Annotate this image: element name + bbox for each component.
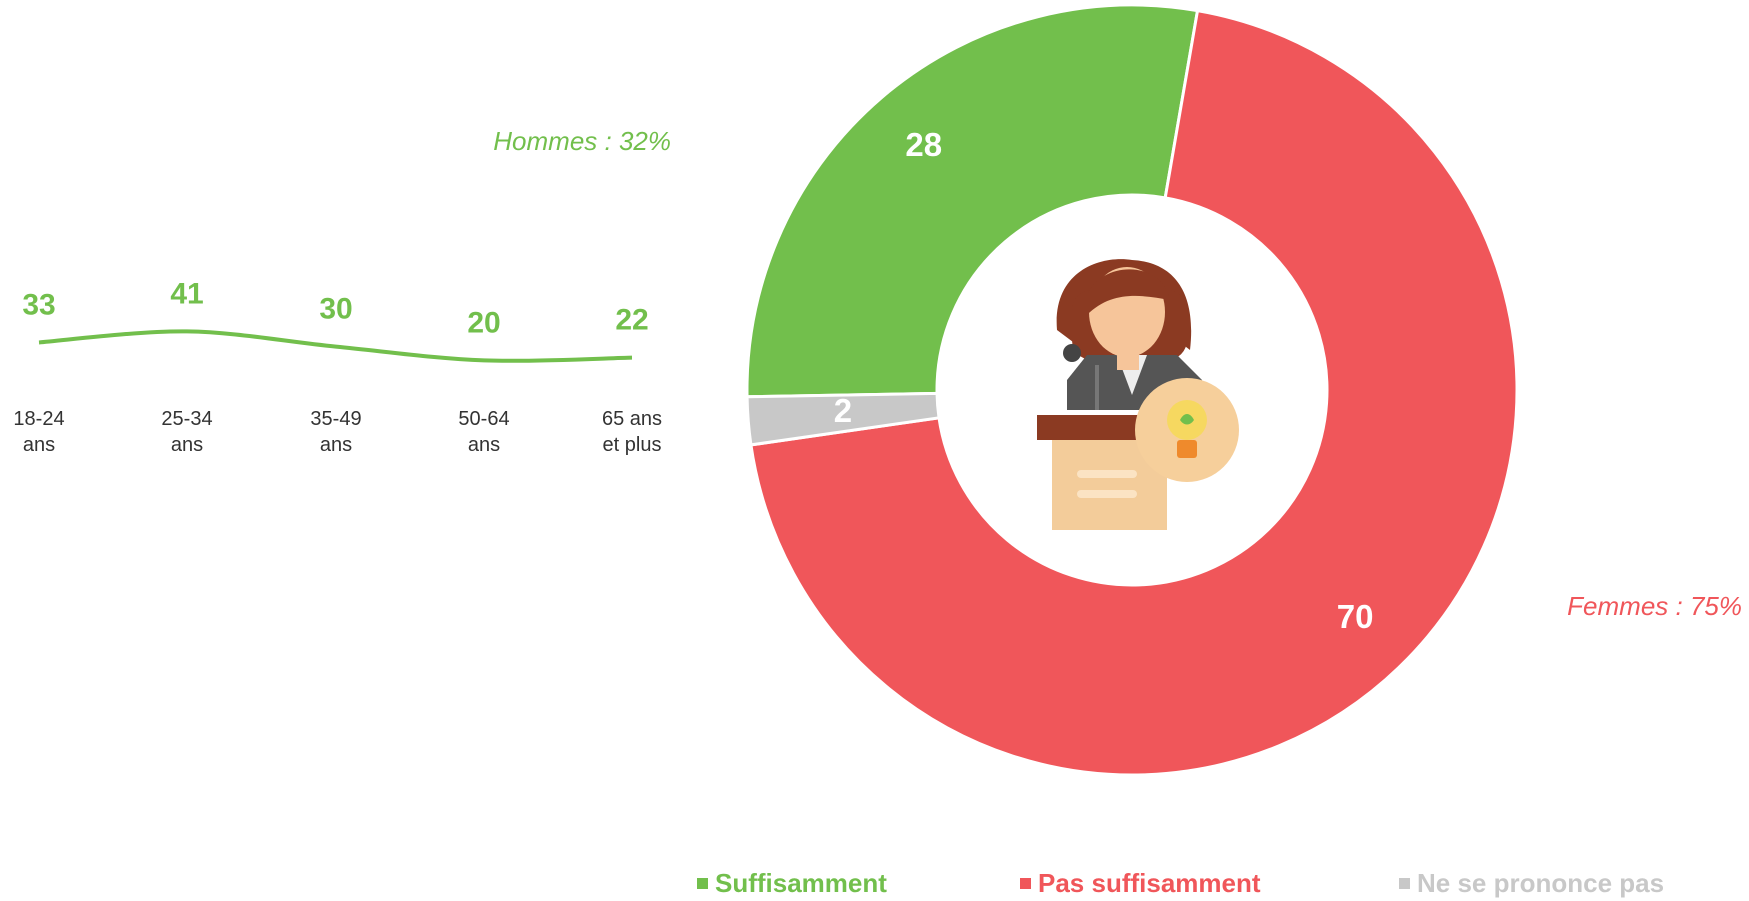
legend-swatch (697, 878, 708, 889)
annotation: Hommes : 32% (493, 126, 671, 156)
x-tick-label: 18-24 ans (13, 408, 65, 456)
x-tick-label: 65 ans et plus (601, 408, 663, 456)
legend-swatch (1020, 878, 1031, 889)
legend-swatch (1399, 878, 1410, 889)
legend-label: Pas suffisamment (1038, 868, 1261, 898)
speaker-icon (1037, 259, 1239, 530)
value-label: 20 (467, 306, 500, 339)
legend-label: Suffisamment (715, 868, 887, 898)
donut-slice (745, 391, 941, 447)
donut-slice (745, 3, 1200, 399)
value-label: 33 (22, 288, 55, 321)
x-tick-label: 25-34 ans (161, 408, 213, 456)
legend-label: Ne se prononce pas (1417, 868, 1664, 898)
value-label: 41 (170, 277, 203, 310)
value-label: 28 (905, 126, 942, 163)
line (38, 329, 633, 363)
x-tick-label: 35-49 ans (310, 408, 362, 456)
donut-slice (749, 8, 1519, 777)
annotation: Femmes : 75% (1567, 591, 1742, 621)
x-tick-label: 50-64 ans (458, 408, 510, 456)
value-label: 2 (834, 392, 852, 429)
value-label: 22 (615, 304, 648, 337)
value-label: 70 (1337, 598, 1374, 635)
value-label: 30 (319, 293, 352, 326)
